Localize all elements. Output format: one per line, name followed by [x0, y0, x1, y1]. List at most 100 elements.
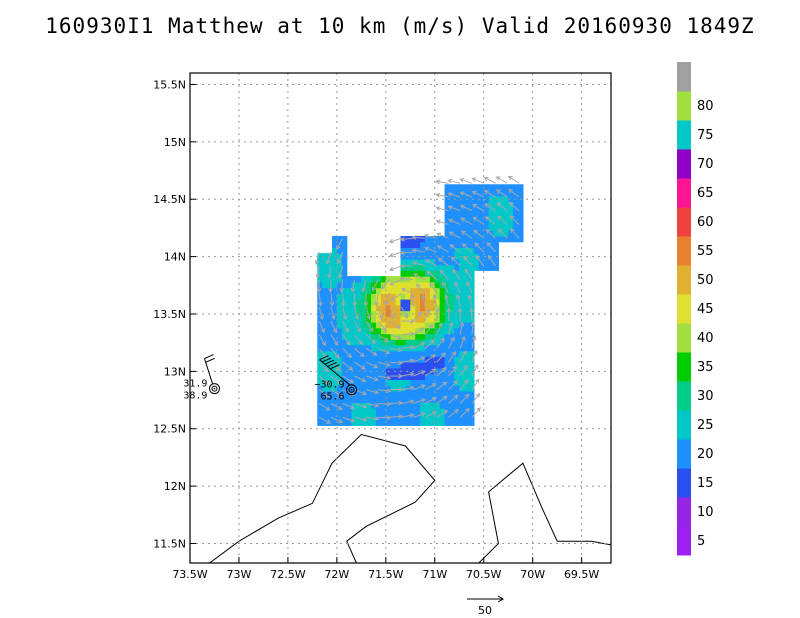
wind-vector [436, 395, 448, 404]
wind-vector [401, 358, 415, 363]
wind-vector [435, 219, 449, 225]
observation-value-bottom: 38.9 [183, 391, 207, 402]
wind-vector [389, 400, 404, 406]
chart-title: 160930I1 Matthew at 10 km (m/s) Valid 20… [45, 14, 755, 38]
wind-vector [401, 331, 415, 337]
wind-vector [354, 375, 367, 383]
wind-vector [413, 412, 426, 418]
wind-vector [318, 389, 331, 398]
wind-vector [436, 337, 445, 349]
wind-vector [389, 320, 401, 329]
wind-vector [437, 257, 449, 267]
wind-vector [413, 384, 426, 391]
wind-barb-staff [319, 359, 350, 386]
wind-vector [509, 215, 520, 225]
wind-vector [400, 287, 414, 294]
wind-vector [354, 416, 368, 422]
wind-vector [354, 306, 360, 320]
colorbar-label: 20 [697, 447, 714, 462]
wind-vector [447, 218, 461, 225]
colorbar-swatch [677, 236, 691, 266]
station-inner-circle [211, 385, 218, 392]
wind-vector [412, 327, 425, 336]
wind-vector [435, 179, 449, 185]
wind-vector [372, 279, 379, 292]
wind-vector [365, 347, 378, 356]
colorbar-swatch [677, 468, 691, 498]
plot-frame [189, 72, 612, 564]
colorbar-swatch [677, 178, 691, 208]
wind-vector [459, 350, 467, 363]
y-tick-label: 14N [164, 251, 186, 264]
wind-vector [330, 375, 342, 385]
wind-vector [475, 255, 485, 267]
x-tick-label: 72W [324, 568, 349, 581]
x-tick-label: 70W [520, 568, 545, 581]
wind-vector [342, 306, 348, 321]
x-tick-label: 69.5W [564, 568, 599, 581]
wind-vector [436, 232, 449, 239]
wind-barb-flag [327, 362, 337, 367]
observation-value-top: −30.9 [314, 380, 344, 391]
wind-vector [454, 281, 461, 294]
x-axis-ticks: 73.5W 73W 72.5W 72W 71.5W 71W 70.5W 70W 69.5W [172, 557, 599, 581]
wind-vector [388, 265, 402, 272]
wind-vector [365, 361, 379, 369]
wind-barb-flag [205, 357, 215, 363]
wind-vector [420, 293, 426, 308]
wind-vector [471, 335, 477, 349]
colorbar-swatch [677, 439, 691, 469]
wind-vector [389, 414, 404, 419]
wind-vector [401, 306, 408, 319]
wind-vector [459, 364, 468, 377]
wind-vector [442, 281, 449, 294]
wind-vector [448, 321, 454, 335]
wind-vector [377, 334, 390, 343]
wind-vector [350, 279, 356, 293]
colorbar-label: 25 [697, 418, 714, 433]
wind-vector [424, 323, 434, 335]
wind-vector [485, 229, 496, 239]
wind-vector [399, 236, 414, 242]
wind-vector [377, 401, 392, 407]
wind-vector [447, 192, 461, 198]
wind-vector [318, 375, 330, 385]
y-tick-label: 12N [164, 480, 186, 493]
wind-vector [389, 279, 402, 286]
wind-vector [461, 243, 473, 253]
wind-vector [436, 352, 446, 363]
wind-vector [415, 283, 426, 294]
wind-vector [424, 246, 437, 253]
wind-vector [342, 416, 356, 423]
y-tick-label: 12.5N [153, 423, 186, 436]
wind-vector [399, 250, 414, 256]
wind-barb-flag [322, 357, 332, 363]
wind-vector [470, 321, 476, 335]
x-tick-label: 71.5W [368, 568, 403, 581]
colorbar-label: 80 [697, 99, 714, 114]
wind-vector [354, 334, 364, 346]
wind-vector [439, 269, 449, 280]
wind-vector [508, 188, 520, 198]
wind-vector [460, 230, 473, 239]
wind-vector [424, 383, 437, 391]
reference-vector: 50 [467, 595, 504, 617]
wind-vector [455, 293, 461, 308]
wind-vector [424, 259, 437, 267]
wind-vector [471, 392, 481, 404]
wind-vector [342, 334, 351, 346]
wind-vector [495, 176, 508, 184]
wind-vector [448, 394, 459, 404]
colorbar-swatch [677, 265, 691, 295]
wind-vector [354, 403, 368, 409]
wind-vector [342, 361, 354, 371]
colorbar-label: 45 [697, 302, 714, 317]
y-tick-label: 14.5N [153, 193, 186, 206]
wind-vector [377, 375, 392, 380]
wind-vector [412, 342, 426, 349]
wind-vector [365, 334, 376, 344]
y-tick-label: 13.5N [153, 308, 186, 321]
y-tick-label: 11.5N [153, 537, 186, 550]
wind-vector [326, 251, 332, 265]
